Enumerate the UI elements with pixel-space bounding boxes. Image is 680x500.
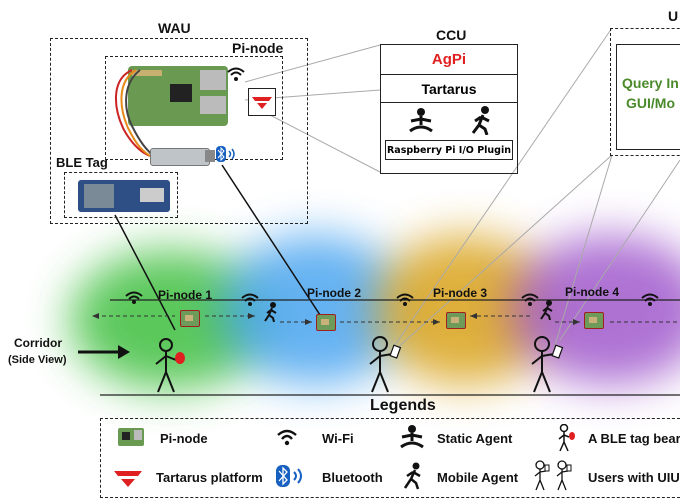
legends-box <box>100 418 680 498</box>
ccu-box: AgPi Tartarus Raspberry Pi I/O Plugin <box>380 44 518 174</box>
wifi-icon <box>277 429 297 446</box>
ccu-link-bottom <box>269 114 381 173</box>
ccu-plugin-box: Raspberry Pi I/O Plugin <box>385 140 513 160</box>
corridor-label: Corridor <box>14 336 62 350</box>
legend-static-agent: Static Agent <box>437 431 513 446</box>
ui-link-user1b <box>394 154 613 351</box>
pi-board-icon <box>128 66 228 126</box>
mobile-agent-icon <box>264 302 277 322</box>
static-agent-icon <box>409 108 433 133</box>
tartarus-logo-box <box>248 88 276 116</box>
ble-tag-label: BLE Tag <box>56 155 108 170</box>
ui-user-figure-2 <box>531 336 564 393</box>
pi-node-4-label: Pi-node 4 <box>565 285 620 299</box>
wau-box <box>50 38 308 224</box>
bluetooth-icon <box>216 146 235 162</box>
corridor-sub-label: (Side View) <box>8 354 67 366</box>
ccu-agent-icons <box>381 103 519 139</box>
ui-line1: Query In <box>622 75 679 91</box>
mobile-agent-icon <box>471 106 490 135</box>
pi-node-pointer <box>221 164 323 319</box>
pi-node-3-icon <box>446 312 466 329</box>
legends-title: Legends <box>370 397 436 414</box>
pi-node-1-icon <box>180 310 200 327</box>
legend-bluetooth: Bluetooth <box>322 470 383 485</box>
tartarus-logo-icon <box>252 97 272 109</box>
pi-node-2-label: Pi-node 2 <box>307 286 362 300</box>
wifi-icon <box>641 293 659 306</box>
mobile-agent-icon <box>403 462 421 490</box>
legend-ui-users: Users with UIU <box>588 470 680 485</box>
legend-tartarus: Tartarus platform <box>156 470 263 485</box>
ble-dongle-head-icon <box>205 150 215 162</box>
ccu-title: CCU <box>436 27 467 43</box>
ble-tag-bearer-icon <box>558 424 575 452</box>
ui-link-user2 <box>554 154 613 346</box>
ccu-plugin-label: Raspberry Pi I/O Plugin <box>386 144 511 156</box>
ui-outer-box <box>610 28 680 156</box>
wifi-icon <box>521 293 539 306</box>
pi-node-2-icon <box>316 314 336 331</box>
ccu-agpi-label: AgPi <box>431 51 467 68</box>
legend-mobile-agent: Mobile Agent <box>437 470 519 485</box>
ble-tag-board-icon <box>78 180 170 212</box>
ccu-row-agpi: AgPi <box>381 45 517 75</box>
ui-link-user1 <box>394 27 613 346</box>
ble-tag-pointer <box>114 214 176 331</box>
ccu-row-tartarus: Tartarus <box>381 75 517 103</box>
ui-line2: GUI/Mo <box>626 95 675 111</box>
wifi-icon <box>125 291 143 304</box>
legend-ble-tag-bearer: A BLE tag bear <box>588 431 680 446</box>
gpio-cable-icon <box>114 69 159 161</box>
wifi-icon <box>227 67 245 81</box>
ui-user-figure-1 <box>369 336 402 393</box>
ui-link-user2b <box>559 159 680 341</box>
wifi-icon <box>241 293 259 306</box>
wifi-icon <box>396 293 414 306</box>
tartarus-logo-icon <box>112 465 144 491</box>
ccu-tartarus-label: Tartarus <box>421 80 477 97</box>
legend-wifi: Wi-Fi <box>322 431 354 446</box>
ble-tag-box <box>64 172 178 218</box>
ui-title: U <box>668 8 679 24</box>
ui-users-icon <box>534 460 572 491</box>
wau-title: WAU <box>158 20 191 36</box>
legend-pi-node: Pi-node <box>160 431 208 446</box>
ccu-link-top <box>244 44 381 83</box>
mobile-agent-icon <box>540 300 553 320</box>
wau-pi-node-label: Pi-node <box>232 40 284 56</box>
ui-inner-box <box>616 44 680 150</box>
pi-board-icon <box>118 428 144 446</box>
pi-node-1-label: Pi-node 1 <box>158 288 213 302</box>
pi-node-3-label: Pi-node 3 <box>433 286 488 300</box>
ble-tag-bearer-figure <box>155 338 185 393</box>
ble-dongle-icon <box>150 148 210 166</box>
bluetooth-icon <box>276 465 302 487</box>
static-agent-icon <box>400 425 424 449</box>
pi-node-4-icon <box>584 312 604 329</box>
